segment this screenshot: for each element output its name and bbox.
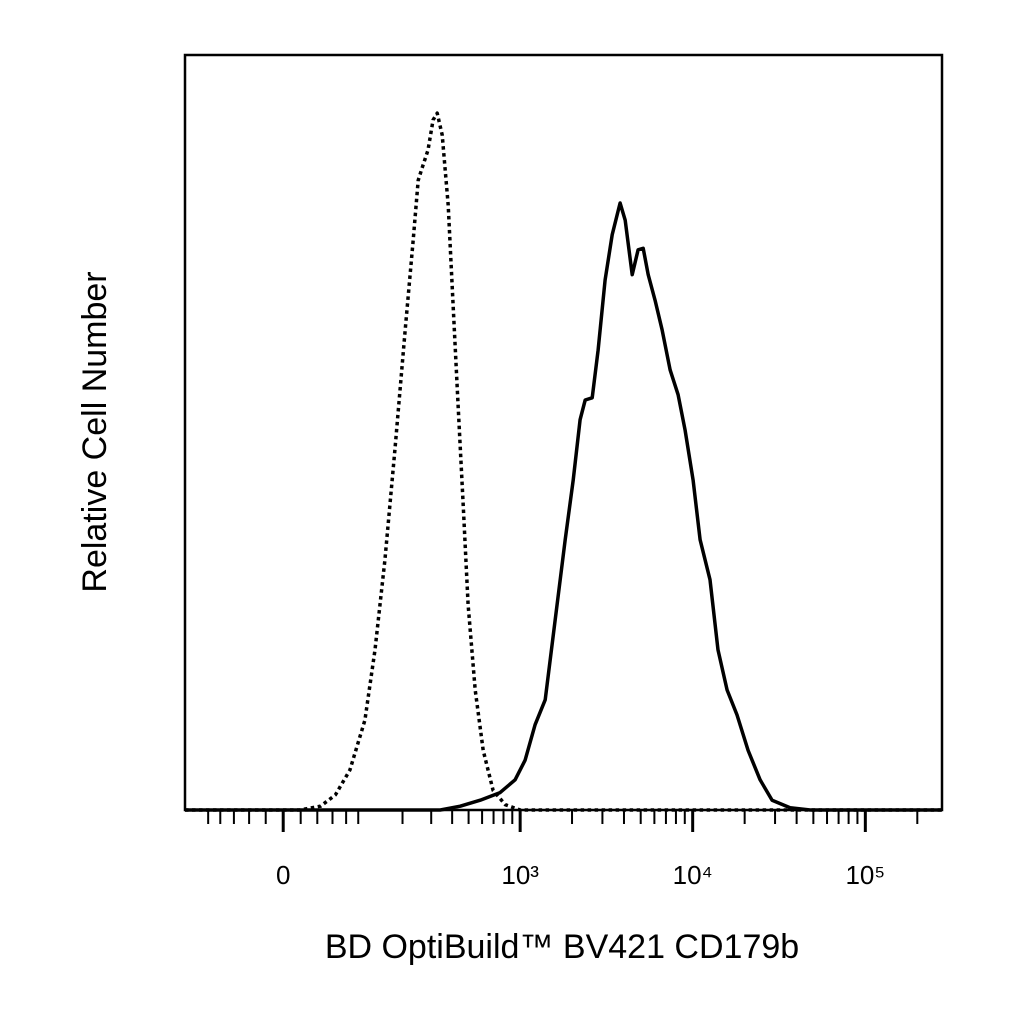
x-tick-label: 0 (276, 860, 290, 890)
plot-frame (183, 53, 944, 812)
x-tick-label: 10⁵ (845, 860, 885, 890)
histogram-line (185, 201, 942, 812)
histogram-line (185, 111, 942, 812)
x-tick-label: 10⁴ (673, 860, 713, 890)
y-axis-label: Relative Cell Number (76, 271, 114, 592)
x-tick-label: 10³ (501, 860, 539, 890)
x-axis-label: BD OptiBuild™ BV421 CD179b (325, 928, 799, 966)
